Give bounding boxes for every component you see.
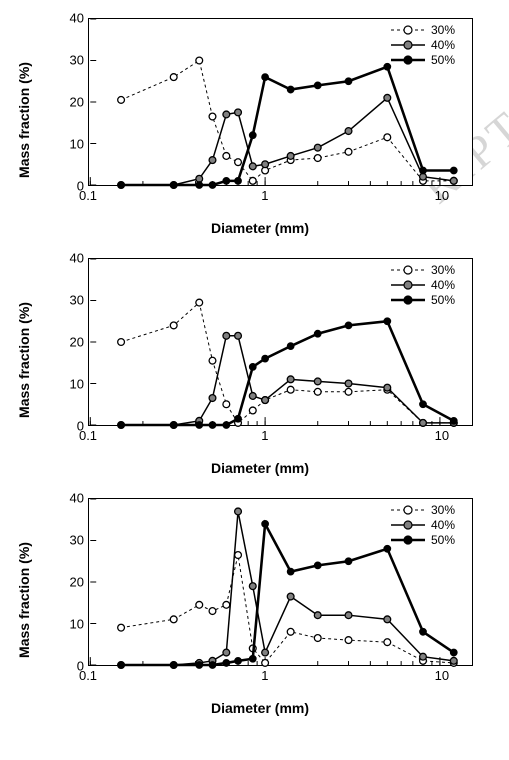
series-50 — [118, 63, 457, 188]
series-40 — [118, 94, 457, 188]
legend-item-40: 40% — [389, 37, 455, 52]
y-tick-label: 20 — [66, 335, 84, 350]
legend-label: 30% — [431, 23, 455, 37]
legend: 30%40%50% — [389, 262, 455, 307]
legend-item-40: 40% — [389, 517, 455, 532]
series-30 — [118, 552, 457, 667]
legend-label: 40% — [431, 518, 455, 532]
y-tick-label: 20 — [66, 95, 84, 110]
x-tick-label: 0.1 — [79, 428, 97, 443]
y-tick-label: 10 — [66, 137, 84, 152]
legend-item-50: 50% — [389, 52, 455, 67]
x-tick-label: 10 — [435, 668, 449, 683]
legend-label: 50% — [431, 293, 455, 307]
chart-panel-a: A. Direct processMass fraction (%)Diamet… — [30, 10, 490, 230]
y-tick-label: 20 — [66, 575, 84, 590]
chart-panel-c: C. Reverse liquid processMass fraction (… — [30, 490, 490, 710]
legend-item-50: 50% — [389, 292, 455, 307]
x-axis-label: Diameter (mm) — [30, 460, 490, 476]
y-tick-label: 40 — [66, 491, 84, 506]
legend-item-30: 30% — [389, 262, 455, 277]
legend-item-40: 40% — [389, 277, 455, 292]
legend-label: 30% — [431, 503, 455, 517]
x-tick-label: 1 — [261, 428, 268, 443]
x-tick-label: 1 — [261, 668, 268, 683]
chart-panel-b: B. Reverse plastic processMass fraction … — [30, 250, 490, 470]
y-tick-label: 30 — [66, 533, 84, 548]
y-tick-label: 40 — [66, 11, 84, 26]
legend: 30%40%50% — [389, 22, 455, 67]
series-50 — [118, 318, 457, 429]
x-tick-label: 10 — [435, 188, 449, 203]
legend-label: 50% — [431, 533, 455, 547]
x-tick-label: 10 — [435, 428, 449, 443]
legend-item-30: 30% — [389, 502, 455, 517]
x-axis-label: Diameter (mm) — [30, 220, 490, 236]
legend-item-50: 50% — [389, 532, 455, 547]
y-tick-label: 10 — [66, 377, 84, 392]
y-tick-label: 10 — [66, 617, 84, 632]
y-axis-label: Mass fraction (%) — [16, 62, 32, 178]
legend-label: 40% — [431, 38, 455, 52]
y-tick-label: 30 — [66, 293, 84, 308]
x-tick-label: 0.1 — [79, 668, 97, 683]
y-axis-label: Mass fraction (%) — [16, 542, 32, 658]
legend-label: 40% — [431, 278, 455, 292]
x-tick-label: 1 — [261, 188, 268, 203]
y-tick-label: 30 — [66, 53, 84, 68]
legend: 30%40%50% — [389, 502, 455, 547]
legend-item-30: 30% — [389, 22, 455, 37]
legend-label: 30% — [431, 263, 455, 277]
y-axis-label: Mass fraction (%) — [16, 302, 32, 418]
y-tick-label: 40 — [66, 251, 84, 266]
legend-label: 50% — [431, 53, 455, 67]
x-tick-label: 0.1 — [79, 188, 97, 203]
x-axis-label: Diameter (mm) — [30, 700, 490, 716]
